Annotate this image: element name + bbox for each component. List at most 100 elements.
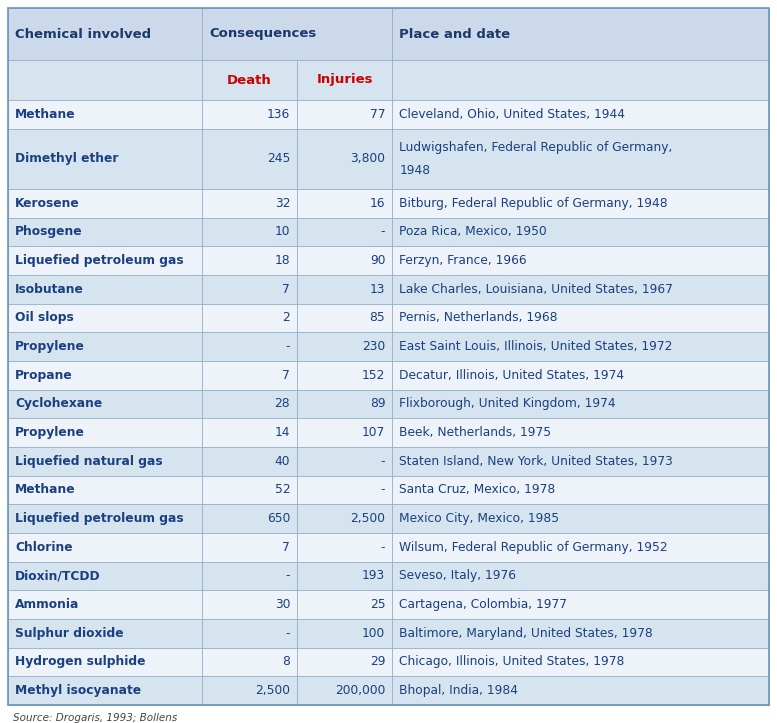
Bar: [202, 361, 297, 390]
Bar: [202, 100, 297, 129]
Bar: [297, 505, 392, 533]
Bar: [392, 476, 769, 505]
Text: 245: 245: [267, 153, 290, 166]
Bar: [202, 129, 297, 189]
Text: Santa Cruz, Mexico, 1978: Santa Cruz, Mexico, 1978: [399, 484, 556, 497]
Bar: [8, 247, 202, 275]
Bar: [8, 304, 202, 333]
Text: Methane: Methane: [15, 108, 75, 121]
Text: 7: 7: [282, 541, 290, 554]
Bar: [202, 533, 297, 562]
Bar: [297, 562, 392, 590]
Text: Dimethyl ether: Dimethyl ether: [15, 153, 119, 166]
Text: Chemical involved: Chemical involved: [15, 27, 151, 40]
Text: Sulphur dioxide: Sulphur dioxide: [15, 627, 124, 640]
Text: Bitburg, Federal Republic of Germany, 1948: Bitburg, Federal Republic of Germany, 19…: [399, 197, 668, 210]
Text: -: -: [286, 340, 290, 353]
Bar: [202, 275, 297, 304]
Bar: [297, 275, 392, 304]
Bar: [8, 533, 202, 562]
Text: East Saint Louis, Illinois, United States, 1972: East Saint Louis, Illinois, United State…: [399, 340, 673, 353]
Bar: [392, 304, 769, 333]
Bar: [8, 333, 202, 361]
Bar: [392, 619, 769, 648]
Bar: [8, 648, 202, 676]
Text: Staten Island, New York, United States, 1973: Staten Island, New York, United States, …: [399, 455, 673, 468]
Bar: [297, 129, 392, 189]
Bar: [202, 247, 297, 275]
Bar: [297, 619, 392, 648]
Text: Mexico City, Mexico, 1985: Mexico City, Mexico, 1985: [399, 512, 559, 525]
Bar: [297, 676, 392, 705]
Bar: [392, 189, 769, 218]
Bar: [202, 590, 297, 619]
Text: Propylene: Propylene: [15, 340, 85, 353]
Bar: [392, 361, 769, 390]
Bar: [392, 247, 769, 275]
Bar: [392, 100, 769, 129]
Bar: [202, 648, 297, 676]
Bar: [297, 333, 392, 361]
Bar: [8, 590, 202, 619]
Text: 16: 16: [370, 197, 385, 210]
Bar: [297, 189, 392, 218]
Bar: [297, 648, 392, 676]
Bar: [297, 390, 392, 419]
Text: Oil slops: Oil slops: [15, 312, 74, 325]
Bar: [8, 8, 202, 60]
Text: Death: Death: [227, 74, 272, 87]
Text: 3,800: 3,800: [350, 153, 385, 166]
Bar: [8, 189, 202, 218]
Text: Decatur, Illinois, United States, 1974: Decatur, Illinois, United States, 1974: [399, 369, 625, 382]
Bar: [392, 419, 769, 447]
Bar: [8, 562, 202, 590]
Bar: [297, 590, 392, 619]
Text: 77: 77: [370, 108, 385, 121]
Bar: [8, 361, 202, 390]
Bar: [297, 247, 392, 275]
Bar: [297, 533, 392, 562]
Text: 2,500: 2,500: [350, 512, 385, 525]
Bar: [8, 419, 202, 447]
Text: -: -: [286, 627, 290, 640]
Bar: [297, 447, 392, 476]
Bar: [8, 100, 202, 129]
Text: Kerosene: Kerosene: [15, 197, 80, 210]
Text: Wilsum, Federal Republic of Germany, 1952: Wilsum, Federal Republic of Germany, 195…: [399, 541, 668, 554]
Text: Dioxin/TCDD: Dioxin/TCDD: [15, 570, 101, 583]
Text: 200,000: 200,000: [335, 684, 385, 697]
Text: 136: 136: [267, 108, 290, 121]
Bar: [8, 275, 202, 304]
Bar: [297, 218, 392, 247]
Bar: [392, 218, 769, 247]
Text: 10: 10: [275, 226, 290, 239]
Bar: [202, 218, 297, 247]
Bar: [202, 333, 297, 361]
Bar: [8, 505, 202, 533]
Bar: [392, 505, 769, 533]
Text: 18: 18: [274, 254, 290, 267]
Bar: [202, 189, 297, 218]
Text: Lake Charles, Louisiana, United States, 1967: Lake Charles, Louisiana, United States, …: [399, 283, 673, 296]
Text: 25: 25: [370, 598, 385, 611]
Bar: [202, 60, 297, 100]
Text: 650: 650: [267, 512, 290, 525]
Bar: [8, 676, 202, 705]
Text: Place and date: Place and date: [399, 27, 510, 40]
Text: Hydrogen sulphide: Hydrogen sulphide: [15, 656, 145, 669]
Bar: [202, 390, 297, 419]
Bar: [392, 60, 769, 100]
Text: 1948: 1948: [399, 164, 430, 177]
Text: Seveso, Italy, 1976: Seveso, Italy, 1976: [399, 570, 516, 583]
Bar: [202, 619, 297, 648]
Text: 7: 7: [282, 369, 290, 382]
Bar: [202, 419, 297, 447]
Bar: [392, 333, 769, 361]
Text: Cyclohexane: Cyclohexane: [15, 398, 103, 411]
Text: 32: 32: [275, 197, 290, 210]
Text: Propane: Propane: [15, 369, 73, 382]
Bar: [392, 648, 769, 676]
Text: 107: 107: [362, 426, 385, 439]
Text: Baltimore, Maryland, United States, 1978: Baltimore, Maryland, United States, 1978: [399, 627, 653, 640]
Bar: [297, 476, 392, 505]
